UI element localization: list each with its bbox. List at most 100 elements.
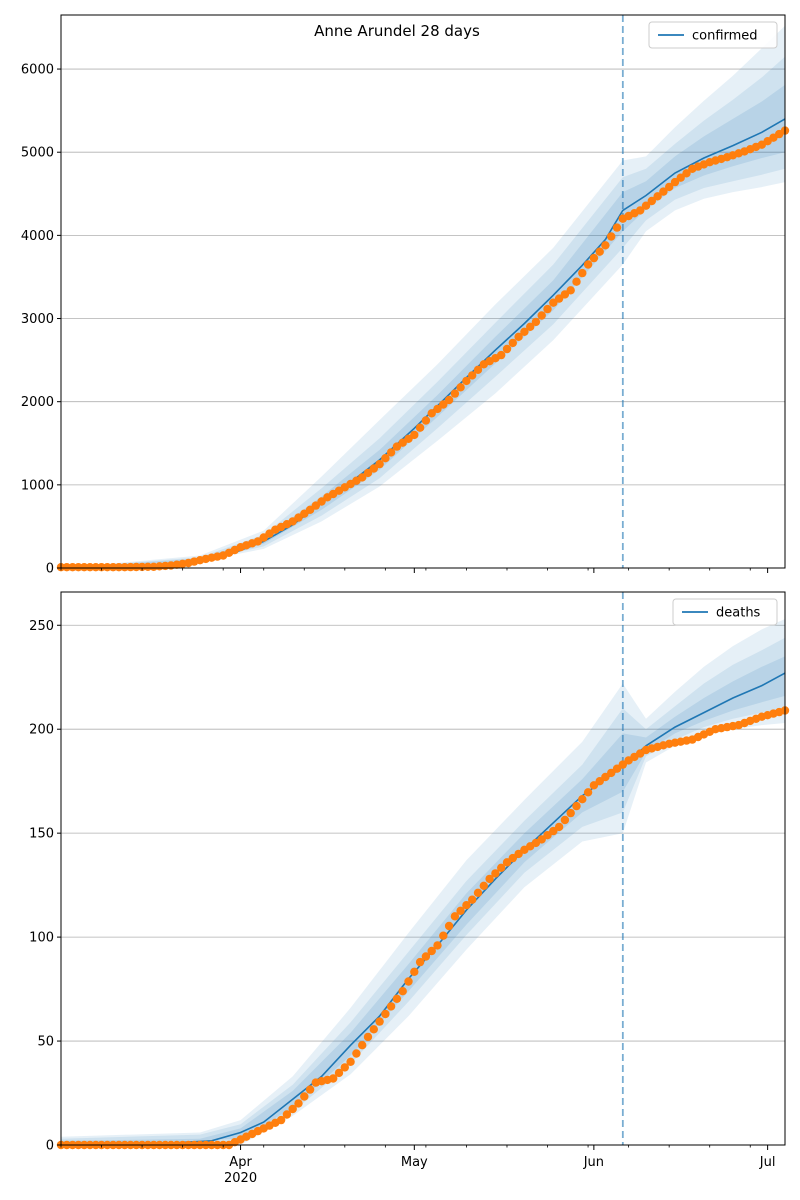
observed-point xyxy=(543,304,552,314)
axes-frame xyxy=(60,591,786,1146)
observed-point xyxy=(421,416,431,425)
x-tick-label: Apr xyxy=(229,1155,252,1170)
observed-point xyxy=(554,822,564,832)
axes-frame xyxy=(60,14,786,569)
observed-point xyxy=(572,277,581,286)
observed-point xyxy=(80,563,89,572)
observed-point xyxy=(300,1092,309,1101)
observed-point xyxy=(120,563,129,572)
observed-point xyxy=(560,290,570,299)
observed-point xyxy=(114,563,124,572)
observed-point xyxy=(612,764,622,773)
observed-point xyxy=(415,423,425,432)
observed-point xyxy=(508,853,517,863)
observed-point xyxy=(386,1002,396,1011)
band-inner xyxy=(61,84,785,569)
observed-point xyxy=(126,562,135,572)
observed-point xyxy=(514,332,523,341)
legend: confirmed xyxy=(648,21,778,49)
observed-point xyxy=(276,1115,286,1125)
legend-box xyxy=(648,21,778,49)
observed-point xyxy=(647,196,656,206)
observed-point xyxy=(468,371,477,380)
observed-point xyxy=(456,383,465,392)
observed-point xyxy=(329,1074,338,1083)
observed-point xyxy=(572,801,581,811)
observed-point xyxy=(491,869,500,878)
observed-point xyxy=(410,430,419,440)
y-tick-label: 250 xyxy=(29,619,54,634)
observed-point xyxy=(589,781,599,790)
observed-point xyxy=(62,563,71,572)
observed-point xyxy=(653,192,662,201)
observed-point xyxy=(392,994,402,1003)
observed-point xyxy=(665,182,674,192)
observed-point xyxy=(537,311,546,320)
observed-point xyxy=(531,317,541,327)
observed-point xyxy=(583,788,593,797)
y-tick-label: 0 xyxy=(46,562,54,577)
observed-point xyxy=(566,808,575,818)
observed-point xyxy=(381,1009,390,1019)
observed-point xyxy=(676,173,685,182)
observed-point xyxy=(421,952,431,961)
band-middle xyxy=(61,637,785,1145)
observed-point xyxy=(607,768,616,778)
observed-point xyxy=(560,815,570,825)
y-tick-label: 1000 xyxy=(21,478,54,493)
legend-box xyxy=(672,598,778,626)
observed-point xyxy=(288,1104,297,1114)
observed-point xyxy=(97,563,106,572)
observed-point xyxy=(502,344,512,354)
observed-point xyxy=(601,241,610,250)
y-tick-label: 200 xyxy=(29,723,54,738)
observed-point xyxy=(659,187,668,196)
observed-point xyxy=(641,201,651,210)
observed-point xyxy=(415,957,425,967)
observed-point xyxy=(103,563,112,572)
observed-point xyxy=(508,338,517,348)
observed-point xyxy=(108,563,118,572)
observed-point xyxy=(439,931,448,940)
observed-point xyxy=(294,1099,303,1108)
observed-point xyxy=(317,497,326,506)
observed-point xyxy=(682,169,691,178)
x-tick-label: Jun xyxy=(583,1155,604,1170)
observed-point xyxy=(612,223,622,232)
observed-point xyxy=(589,253,599,263)
observed-point xyxy=(450,912,460,921)
observed-point xyxy=(485,874,494,884)
observed-point xyxy=(363,1032,373,1042)
observed-point xyxy=(607,232,616,241)
y-tick-label: 4000 xyxy=(21,229,54,244)
observed-point xyxy=(583,260,593,269)
observed-point xyxy=(537,835,546,844)
observed-point xyxy=(358,473,367,482)
observed-point xyxy=(450,389,460,398)
observed-point xyxy=(143,562,153,571)
legend-label: deaths xyxy=(716,606,761,621)
observed-point xyxy=(601,772,610,782)
observed-point xyxy=(543,831,552,840)
observed-point xyxy=(346,1057,355,1067)
observed-point xyxy=(352,1049,361,1058)
y-tick-label: 2000 xyxy=(21,395,54,410)
observed-point xyxy=(456,906,465,915)
observed-point xyxy=(595,247,604,256)
observed-point xyxy=(427,946,436,956)
observed-point xyxy=(526,322,535,331)
observed-point xyxy=(381,454,390,463)
chart-title: Anne Arundel 28 days xyxy=(314,22,480,40)
observed-point xyxy=(375,459,384,469)
observed-point xyxy=(479,881,488,890)
observed-point xyxy=(132,562,141,572)
observed-point xyxy=(369,1025,378,1034)
y-tick-label: 5000 xyxy=(21,146,54,161)
observed-point xyxy=(439,400,448,409)
observed-point xyxy=(473,365,483,374)
y-tick-label: 100 xyxy=(29,931,54,946)
y-tick-label: 50 xyxy=(37,1035,54,1050)
observed-point xyxy=(358,1041,367,1050)
observed-point xyxy=(282,1110,292,1119)
x-tick-label: Jul xyxy=(759,1155,776,1170)
